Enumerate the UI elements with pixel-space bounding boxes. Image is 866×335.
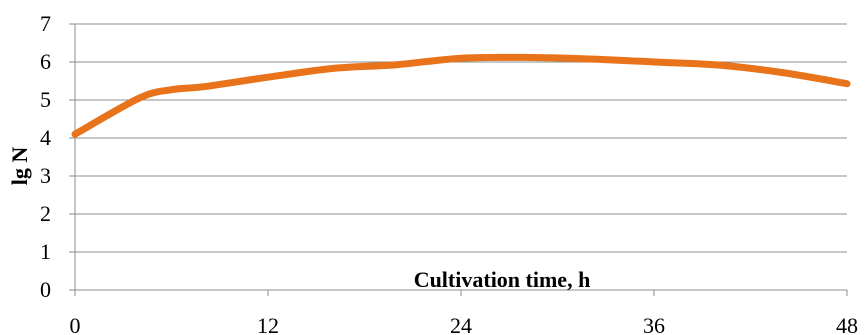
- y-tick-labels: 0 1 2 3 4 5 6 7: [40, 11, 75, 302]
- y-tick-label-0: 0: [40, 277, 51, 302]
- y-tick-label-6: 6: [40, 49, 51, 74]
- x-tick-label-12: 12: [257, 313, 279, 335]
- gridlines: [75, 23, 847, 253]
- x-tick-label-36: 36: [643, 313, 665, 335]
- x-tick-label-0: 0: [70, 313, 81, 335]
- y-tick-label-2: 2: [40, 201, 51, 226]
- y-tick-label-1: 1: [40, 239, 51, 264]
- x-tick-label-48: 48: [836, 313, 858, 335]
- y-axis-title: lg N: [7, 147, 32, 186]
- y-tick-label-3: 3: [40, 163, 51, 188]
- x-tick-labels: 0 12 24 36 48: [70, 290, 858, 335]
- y-tick-label-7: 7: [40, 11, 51, 36]
- x-axis-title: Cultivation time, h: [414, 267, 591, 292]
- series-line: [71, 53, 851, 138]
- x-tick-label-24: 24: [450, 313, 472, 335]
- y-tick-label-4: 4: [40, 125, 51, 150]
- y-tick-label-5: 5: [40, 87, 51, 112]
